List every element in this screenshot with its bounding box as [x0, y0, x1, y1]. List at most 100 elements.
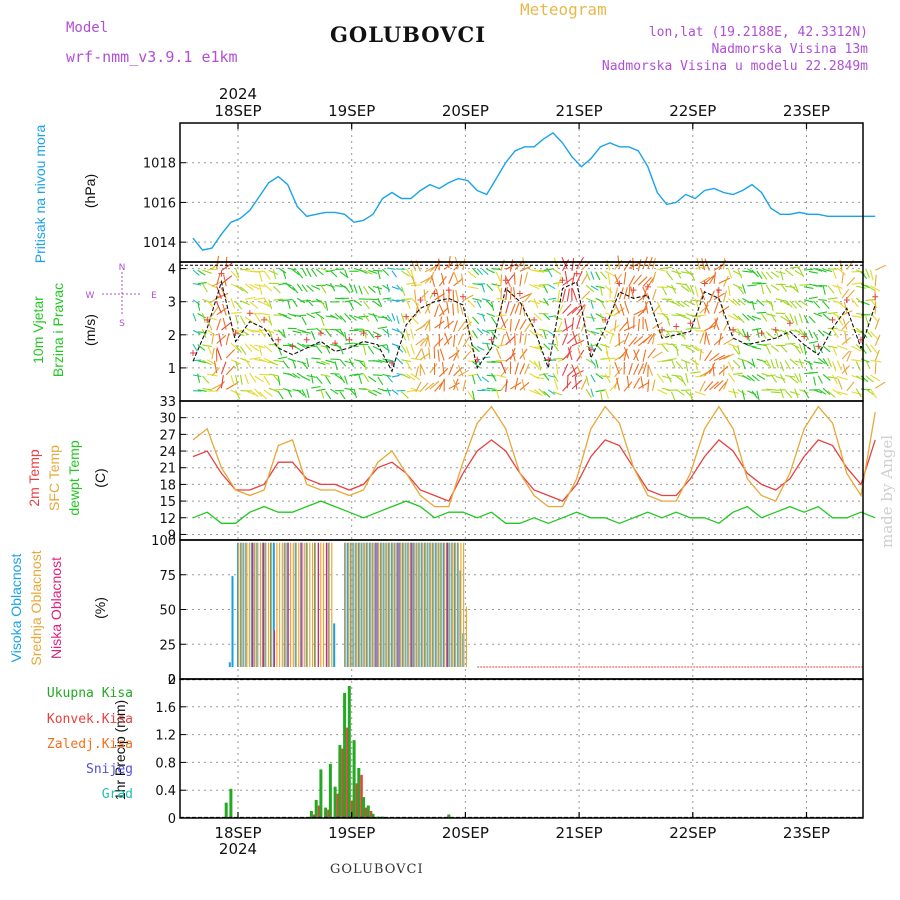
mid-cloud-bar: [246, 542, 248, 667]
mid-cloud-bar: [438, 542, 440, 667]
wind-barb: [651, 257, 656, 270]
wind-barb: [564, 318, 568, 332]
wind-barb: [855, 388, 862, 398]
wind-barb: [453, 277, 464, 287]
wind-gust-marker: [673, 323, 680, 330]
wind-barb: [564, 270, 568, 284]
precip-total-bar: [338, 745, 342, 818]
wind-barb: [808, 340, 819, 344]
wind-barb: [642, 362, 648, 375]
wind-barb: [292, 372, 301, 379]
wind-barb: [344, 285, 351, 294]
mid-cloud-bar: [276, 542, 278, 667]
wind-barb: [519, 293, 532, 300]
wind-barb: [590, 330, 600, 335]
mid-cloud-bar: [449, 542, 451, 667]
wind-barb: [519, 318, 527, 330]
wind-barb: [197, 344, 206, 351]
wind-gust-marker: [772, 326, 779, 333]
wind-barb: [235, 331, 245, 337]
altitude-label: Nadmorska Visina 13m: [711, 42, 868, 57]
low-cloud-bar: [251, 542, 254, 667]
wind-barb: [344, 269, 349, 279]
pressure-ytick-label: 1016: [143, 196, 176, 211]
wind-barb: [737, 298, 746, 306]
wind-barb: [647, 333, 655, 345]
wind-barb: [339, 328, 345, 337]
wind-barb: [600, 375, 611, 378]
wind-barb: [306, 299, 314, 307]
mid-cloud-bar: [408, 542, 410, 667]
wind-barb: [869, 269, 874, 281]
wind-barb: [529, 299, 540, 305]
wind-barb: [642, 286, 649, 299]
wind-barb: [680, 330, 686, 340]
wind-barb: [694, 345, 705, 354]
wind-barb: [765, 331, 774, 339]
low-cloud-bar: [262, 542, 265, 667]
wind-barb: [694, 298, 700, 310]
wind-barb: [258, 271, 263, 282]
wind-barb: [571, 339, 585, 347]
wind-barb: [306, 357, 310, 368]
wind-barb: [836, 360, 843, 371]
wind-barb: [600, 343, 610, 348]
wind-barb: [287, 299, 291, 309]
wind-barb: [775, 358, 779, 369]
wind-gust-marker: [346, 336, 353, 343]
wind-barb: [633, 363, 640, 376]
precip-convective-bar: [365, 807, 368, 818]
wind-barb: [761, 313, 768, 322]
wind-barb: [519, 274, 523, 287]
wind-barb: [604, 388, 610, 399]
wind-barb: [330, 314, 339, 320]
wind-barb: [481, 342, 491, 345]
wind-gust-marker: [786, 320, 793, 327]
wind-barb: [472, 267, 480, 276]
compass-s-label: S: [119, 319, 125, 329]
wind-barb: [543, 373, 550, 381]
wind-barb: [666, 271, 674, 281]
wind-barb: [310, 330, 316, 340]
wind-barb: [268, 387, 279, 393]
wind-barb: [623, 381, 633, 392]
wind-barb: [538, 284, 549, 286]
wind-gust-marker: [232, 330, 239, 337]
wind-barb: [822, 387, 831, 395]
wind-barb: [438, 303, 445, 316]
low-cloud-bar: [317, 542, 319, 667]
wind-barb: [666, 316, 671, 326]
wind-barb: [870, 374, 880, 382]
wind-barb: [211, 333, 215, 345]
wind-barb: [798, 358, 804, 368]
wind-barb: [860, 271, 868, 280]
wind-barb: [538, 343, 543, 353]
wind-barb: [377, 285, 381, 296]
wind-barb: [798, 313, 803, 323]
wind-barb: [240, 286, 249, 294]
high-cloud-bar: [272, 542, 275, 667]
wind-barb: [543, 268, 553, 271]
wind-barb: [727, 372, 736, 383]
wind-barb: [647, 364, 654, 376]
wind-gust-marker: [801, 333, 808, 340]
wind-barb: [325, 283, 335, 288]
wind-barb: [514, 318, 521, 331]
wind-barb: [325, 375, 332, 385]
wind-barb: [779, 283, 787, 292]
precip-total-bar: [309, 811, 313, 818]
pressure-ytick-label: 1018: [143, 157, 176, 172]
wind-barb: [410, 269, 415, 281]
wind-barb: [832, 284, 843, 289]
wind-barb: [207, 316, 218, 321]
wind-barb: [491, 360, 501, 363]
top-day-label: 21SEP: [556, 102, 603, 120]
wind-barb: [456, 301, 459, 314]
wind-barb: [633, 274, 642, 285]
wind-barb: [770, 345, 780, 352]
wind-barb: [368, 313, 378, 317]
mid-cloud-bar: [347, 542, 349, 667]
wind-barb: [472, 297, 482, 302]
bottom-day-label: 19SEP: [328, 824, 375, 842]
mid-cloud-bar: [306, 542, 308, 667]
